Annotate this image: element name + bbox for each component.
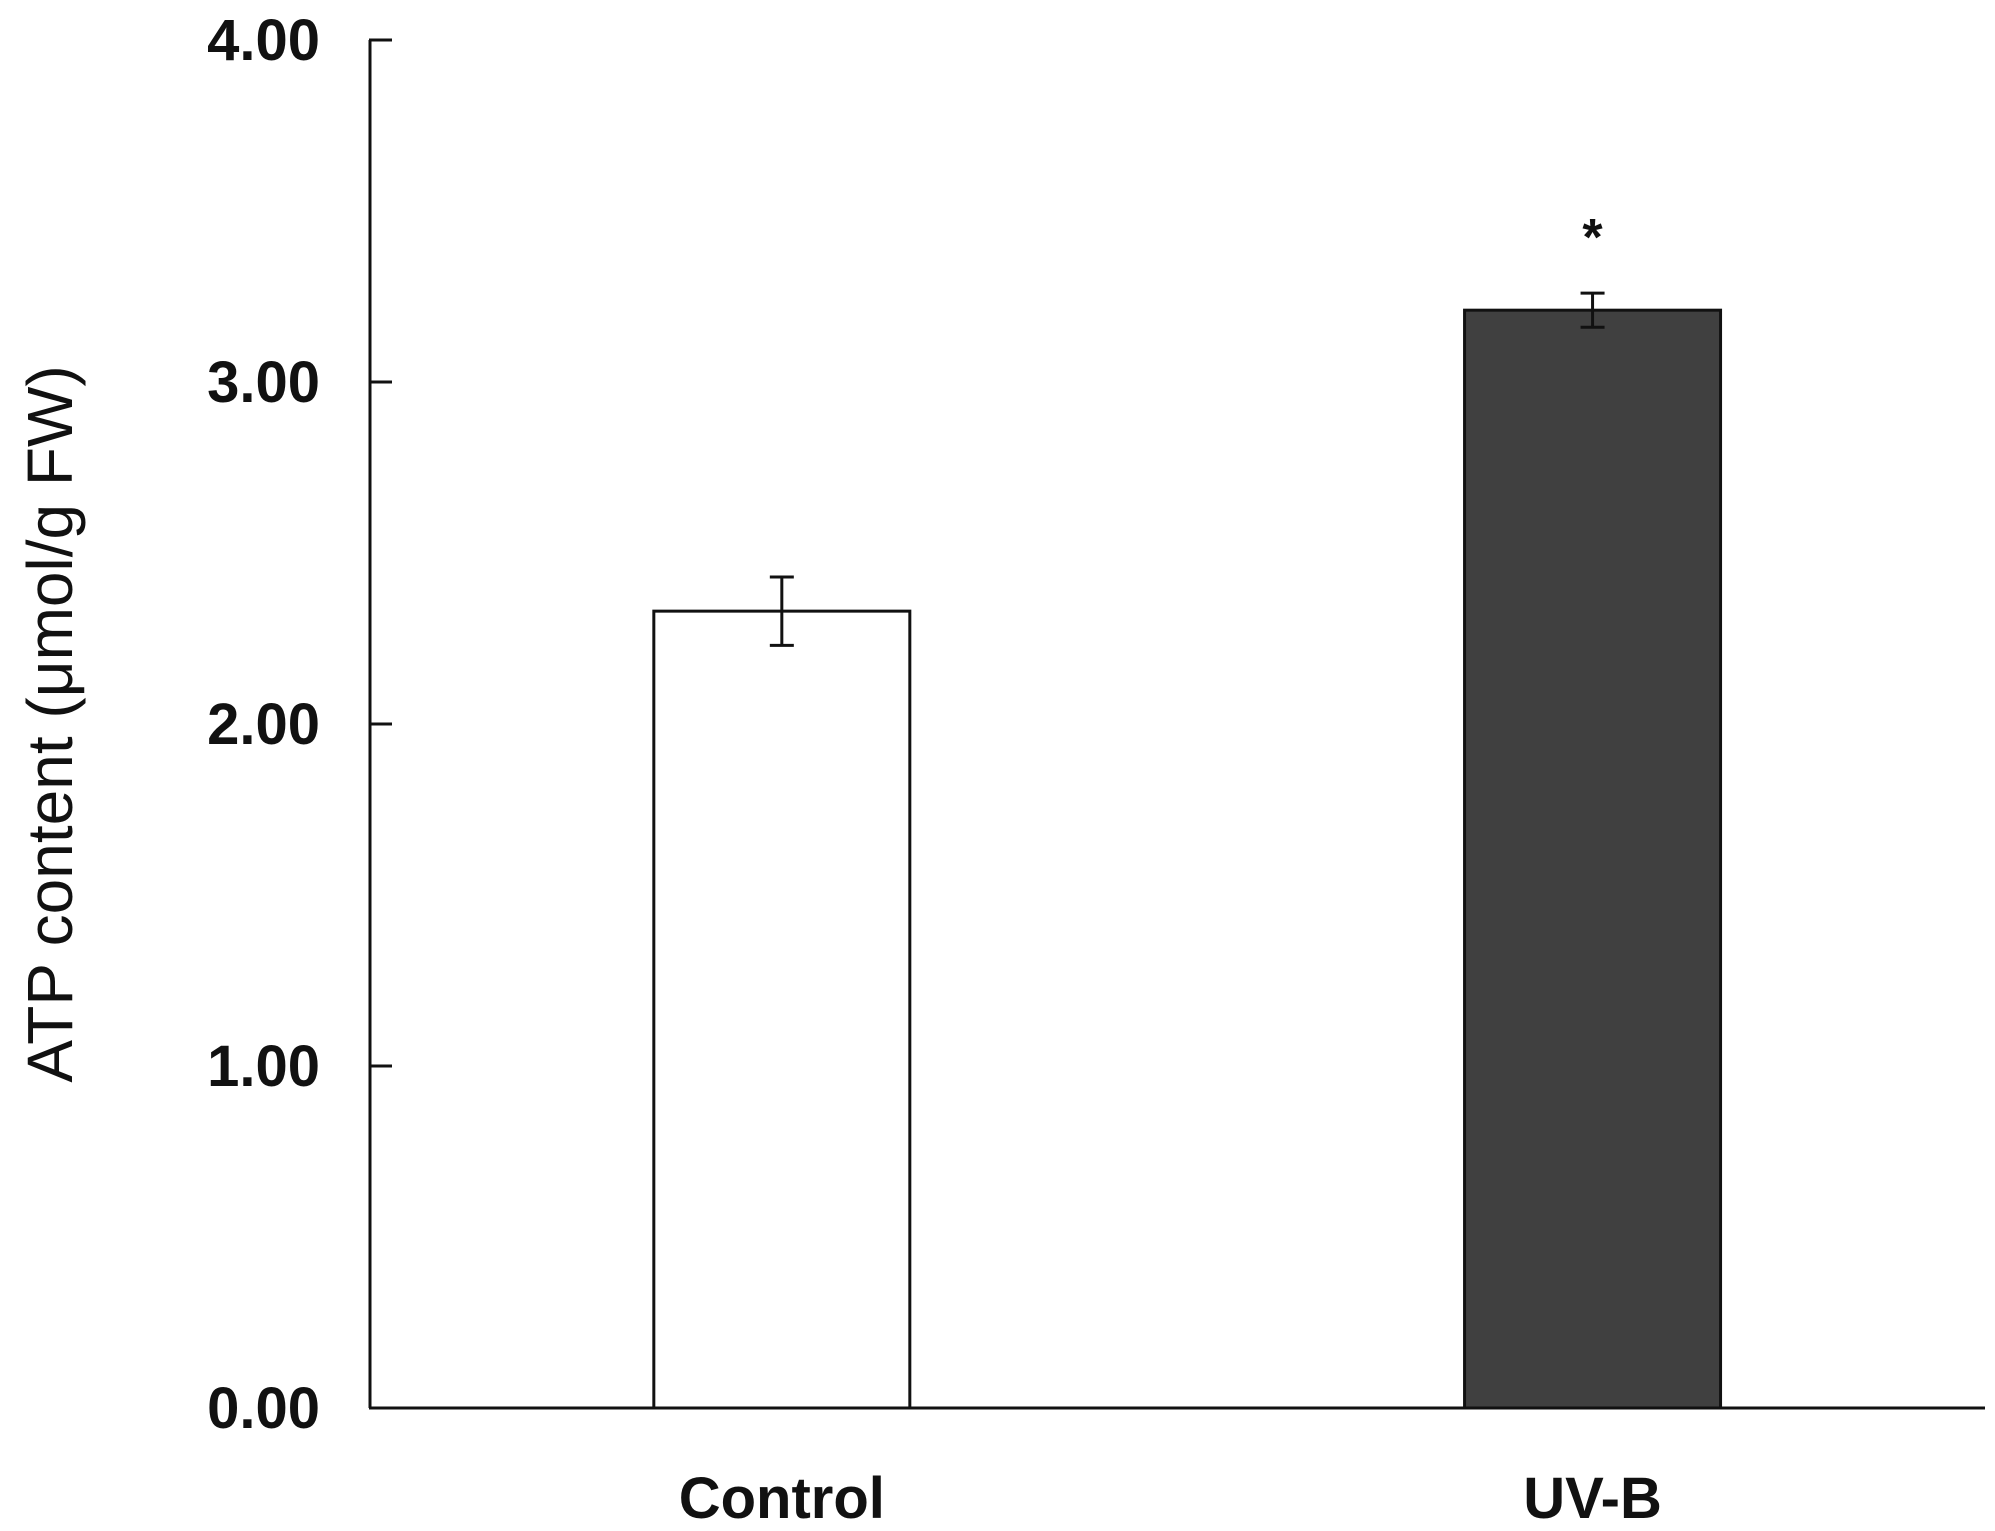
category-labels: Control UV-B [679,1466,1662,1531]
bar-control [652,609,912,1410]
y-tick-label: 3.00 [207,350,320,415]
y-tick-label: 4.00 [207,8,320,73]
error-bar [1580,291,1605,329]
y-axis-ticks: 0.00 1.00 2.00 3.00 4.00 [207,8,392,1441]
x-category-label: Control [679,1466,885,1531]
bars: * [652,209,1723,1410]
axes [368,40,1985,1410]
y-axis-title: ATP content (μmol/g FW) [14,365,86,1082]
error-bar [769,575,794,647]
x-category-label: UV-B [1523,1466,1662,1531]
y-tick-label: 1.00 [207,1034,320,1099]
bar-uv-b [1463,308,1723,1410]
y-tick-label: 0.00 [207,1376,320,1441]
significance-marker: * [1582,209,1603,267]
y-tick-label: 2.00 [207,692,320,757]
